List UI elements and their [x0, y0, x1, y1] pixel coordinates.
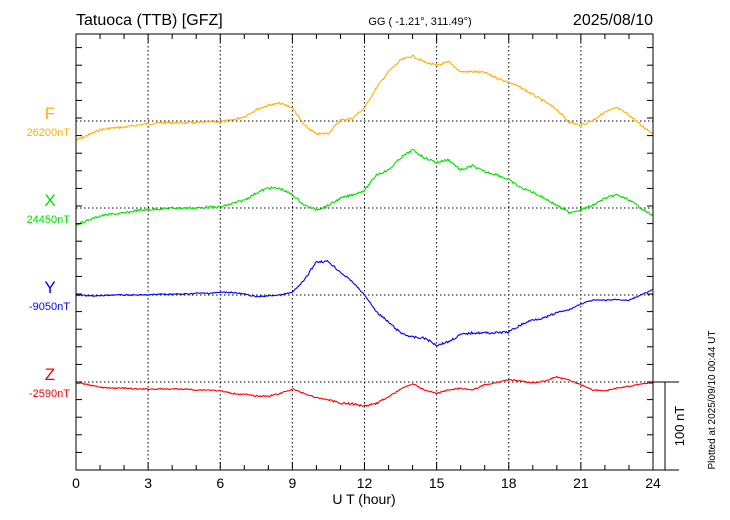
- x-tick-label: 24: [645, 475, 661, 491]
- chart-subtitle: GG ( -1.21°, 311.49°): [368, 16, 471, 28]
- series-line-y: [75, 259, 654, 347]
- chart-title: Tatuoca (TTB) [GFZ]: [76, 12, 223, 29]
- scale-bar-label: 100 nT: [672, 406, 687, 447]
- plot-timestamp: Plotted at 2025/09/10 00:44 UT: [707, 331, 718, 470]
- series-name-x: X: [44, 191, 55, 210]
- x-tick-label: 15: [429, 475, 445, 491]
- x-tick-label: 0: [72, 475, 80, 491]
- series-line-x: [75, 148, 654, 226]
- x-tick-label: 3: [144, 475, 152, 491]
- x-tick-label: 18: [501, 475, 517, 491]
- series-baseline-y: -9050nT: [29, 301, 70, 313]
- series-name-y: Y: [44, 278, 55, 297]
- x-tick-label: 9: [288, 475, 296, 491]
- series-labels: F 26200nT X 24450nT Y -9050nT Z -2590nT: [27, 104, 71, 400]
- series-line-f: [75, 54, 654, 141]
- series-baseline-z: -2590nT: [29, 388, 70, 400]
- x-tick-label: 12: [357, 475, 373, 491]
- series-name-f: F: [45, 104, 55, 123]
- series-baseline-x: 24450nT: [27, 214, 71, 226]
- chart-date: 2025/08/10: [573, 12, 653, 29]
- series-group: [75, 54, 654, 407]
- series-line-z: [75, 375, 654, 407]
- series-baseline-f: 26200nT: [27, 127, 71, 139]
- series-name-z: Z: [45, 365, 55, 384]
- x-axis: 0 3 6 9 12 15 18 21 24: [72, 34, 661, 491]
- x-axis-label: U T (hour): [332, 491, 395, 507]
- x-tick-label: 6: [216, 475, 224, 491]
- grid: [76, 34, 653, 470]
- x-tick-label: 21: [573, 475, 589, 491]
